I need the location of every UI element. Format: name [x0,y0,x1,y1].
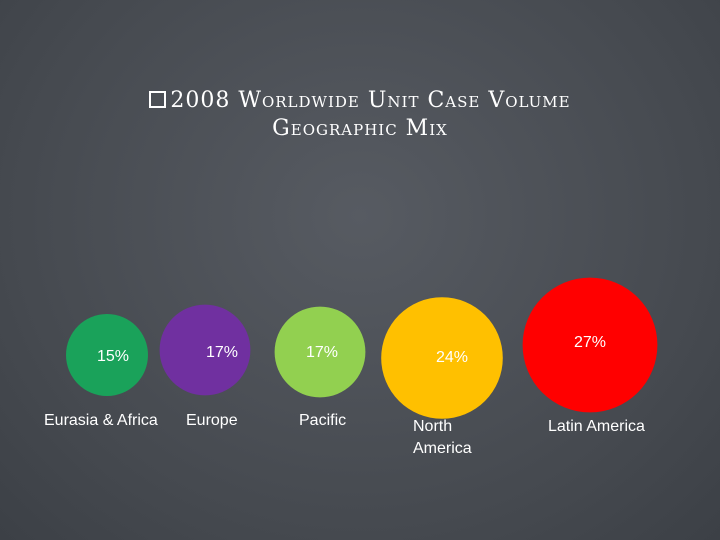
bubble [66,314,148,396]
category-label: Latin America [548,418,645,435]
category-label: North America [413,418,472,457]
bubble [381,297,503,419]
category-label: Pacific [299,412,347,429]
bubble [522,277,658,413]
value-label: 17% [306,344,338,361]
chart-title: 2008 Worldwide Unit Case Volume [170,88,571,113]
bubble [159,304,251,396]
value-label: 17% [206,344,238,361]
value-label: 24% [436,349,468,366]
title-line: 2008 Worldwide Unit Case Volume [0,88,720,113]
bubble [274,306,366,398]
category-label: Eurasia & Africa [44,412,158,429]
value-label: 27% [574,334,606,351]
bullet [149,91,167,108]
value-label: 15% [97,348,129,365]
chart-subtitle: Geographic Mix [272,116,448,141]
category-label: Europe [186,412,238,429]
